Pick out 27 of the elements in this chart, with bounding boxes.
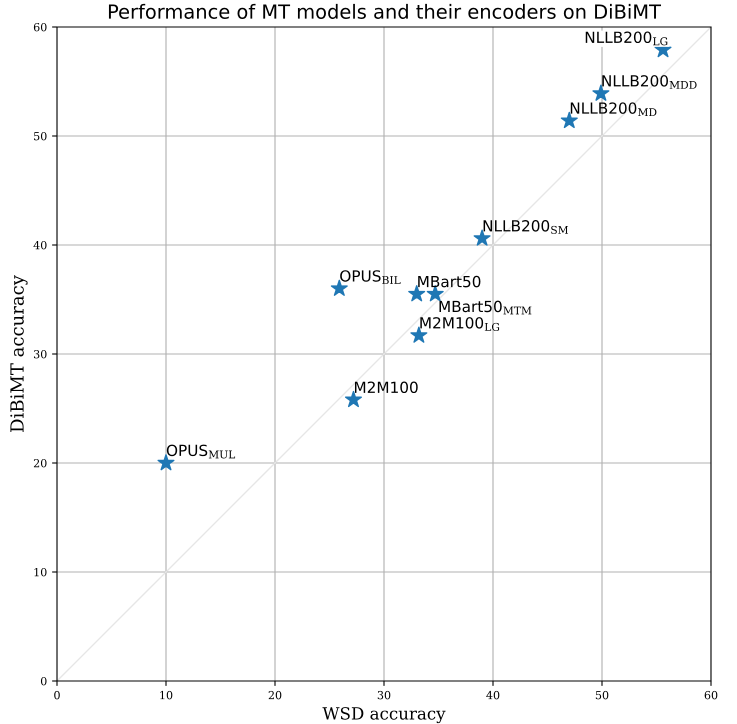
- y-tick-label: 10: [34, 568, 47, 576]
- y-tick-label: 20: [34, 458, 47, 468]
- y-axis-title: DiBiMT accuracy: [10, 275, 28, 432]
- x-tick-label: 20: [268, 690, 282, 700]
- x-axis-title: WSD accuracy: [322, 707, 446, 724]
- annotation: MBart50$_{MTM}$: [440, 300, 532, 314]
- annotation: NLLB200$_{MDD}$: [602, 75, 697, 89]
- y-tick-label: 0: [40, 676, 47, 686]
- annotation: NLLB200$_{LG}$: [586, 31, 668, 46]
- y-tick-label: 30: [34, 350, 47, 358]
- annotation: NLLB200$_{MD}$: [570, 102, 656, 116]
- x-tick-label: 30: [378, 690, 390, 700]
- x-tick-label: 10: [160, 690, 172, 700]
- y-tick-label: 60: [34, 22, 47, 32]
- annotation: M2M100$_{LG}$: [420, 317, 500, 331]
- annotation: OPUS$_{BIL}$: [340, 270, 400, 284]
- x-tick-label: 60: [704, 690, 718, 700]
- x-tick-label: 40: [486, 690, 500, 700]
- annotation: M2M100: [354, 381, 418, 394]
- annotation: OPUS$_{MUL}$: [166, 444, 236, 458]
- y-tick-label: 50: [34, 132, 47, 140]
- annotation: MBart50: [418, 276, 480, 288]
- y-tick-label: 40: [33, 240, 47, 250]
- x-tick-label: 0: [54, 690, 60, 700]
- chart-title: Performance of MT models and their encoders on DiBiMT: [108, 4, 662, 19]
- x-tick-label: 50: [596, 690, 608, 700]
- annotation: NLLB200$_{SM}$: [484, 220, 568, 234]
